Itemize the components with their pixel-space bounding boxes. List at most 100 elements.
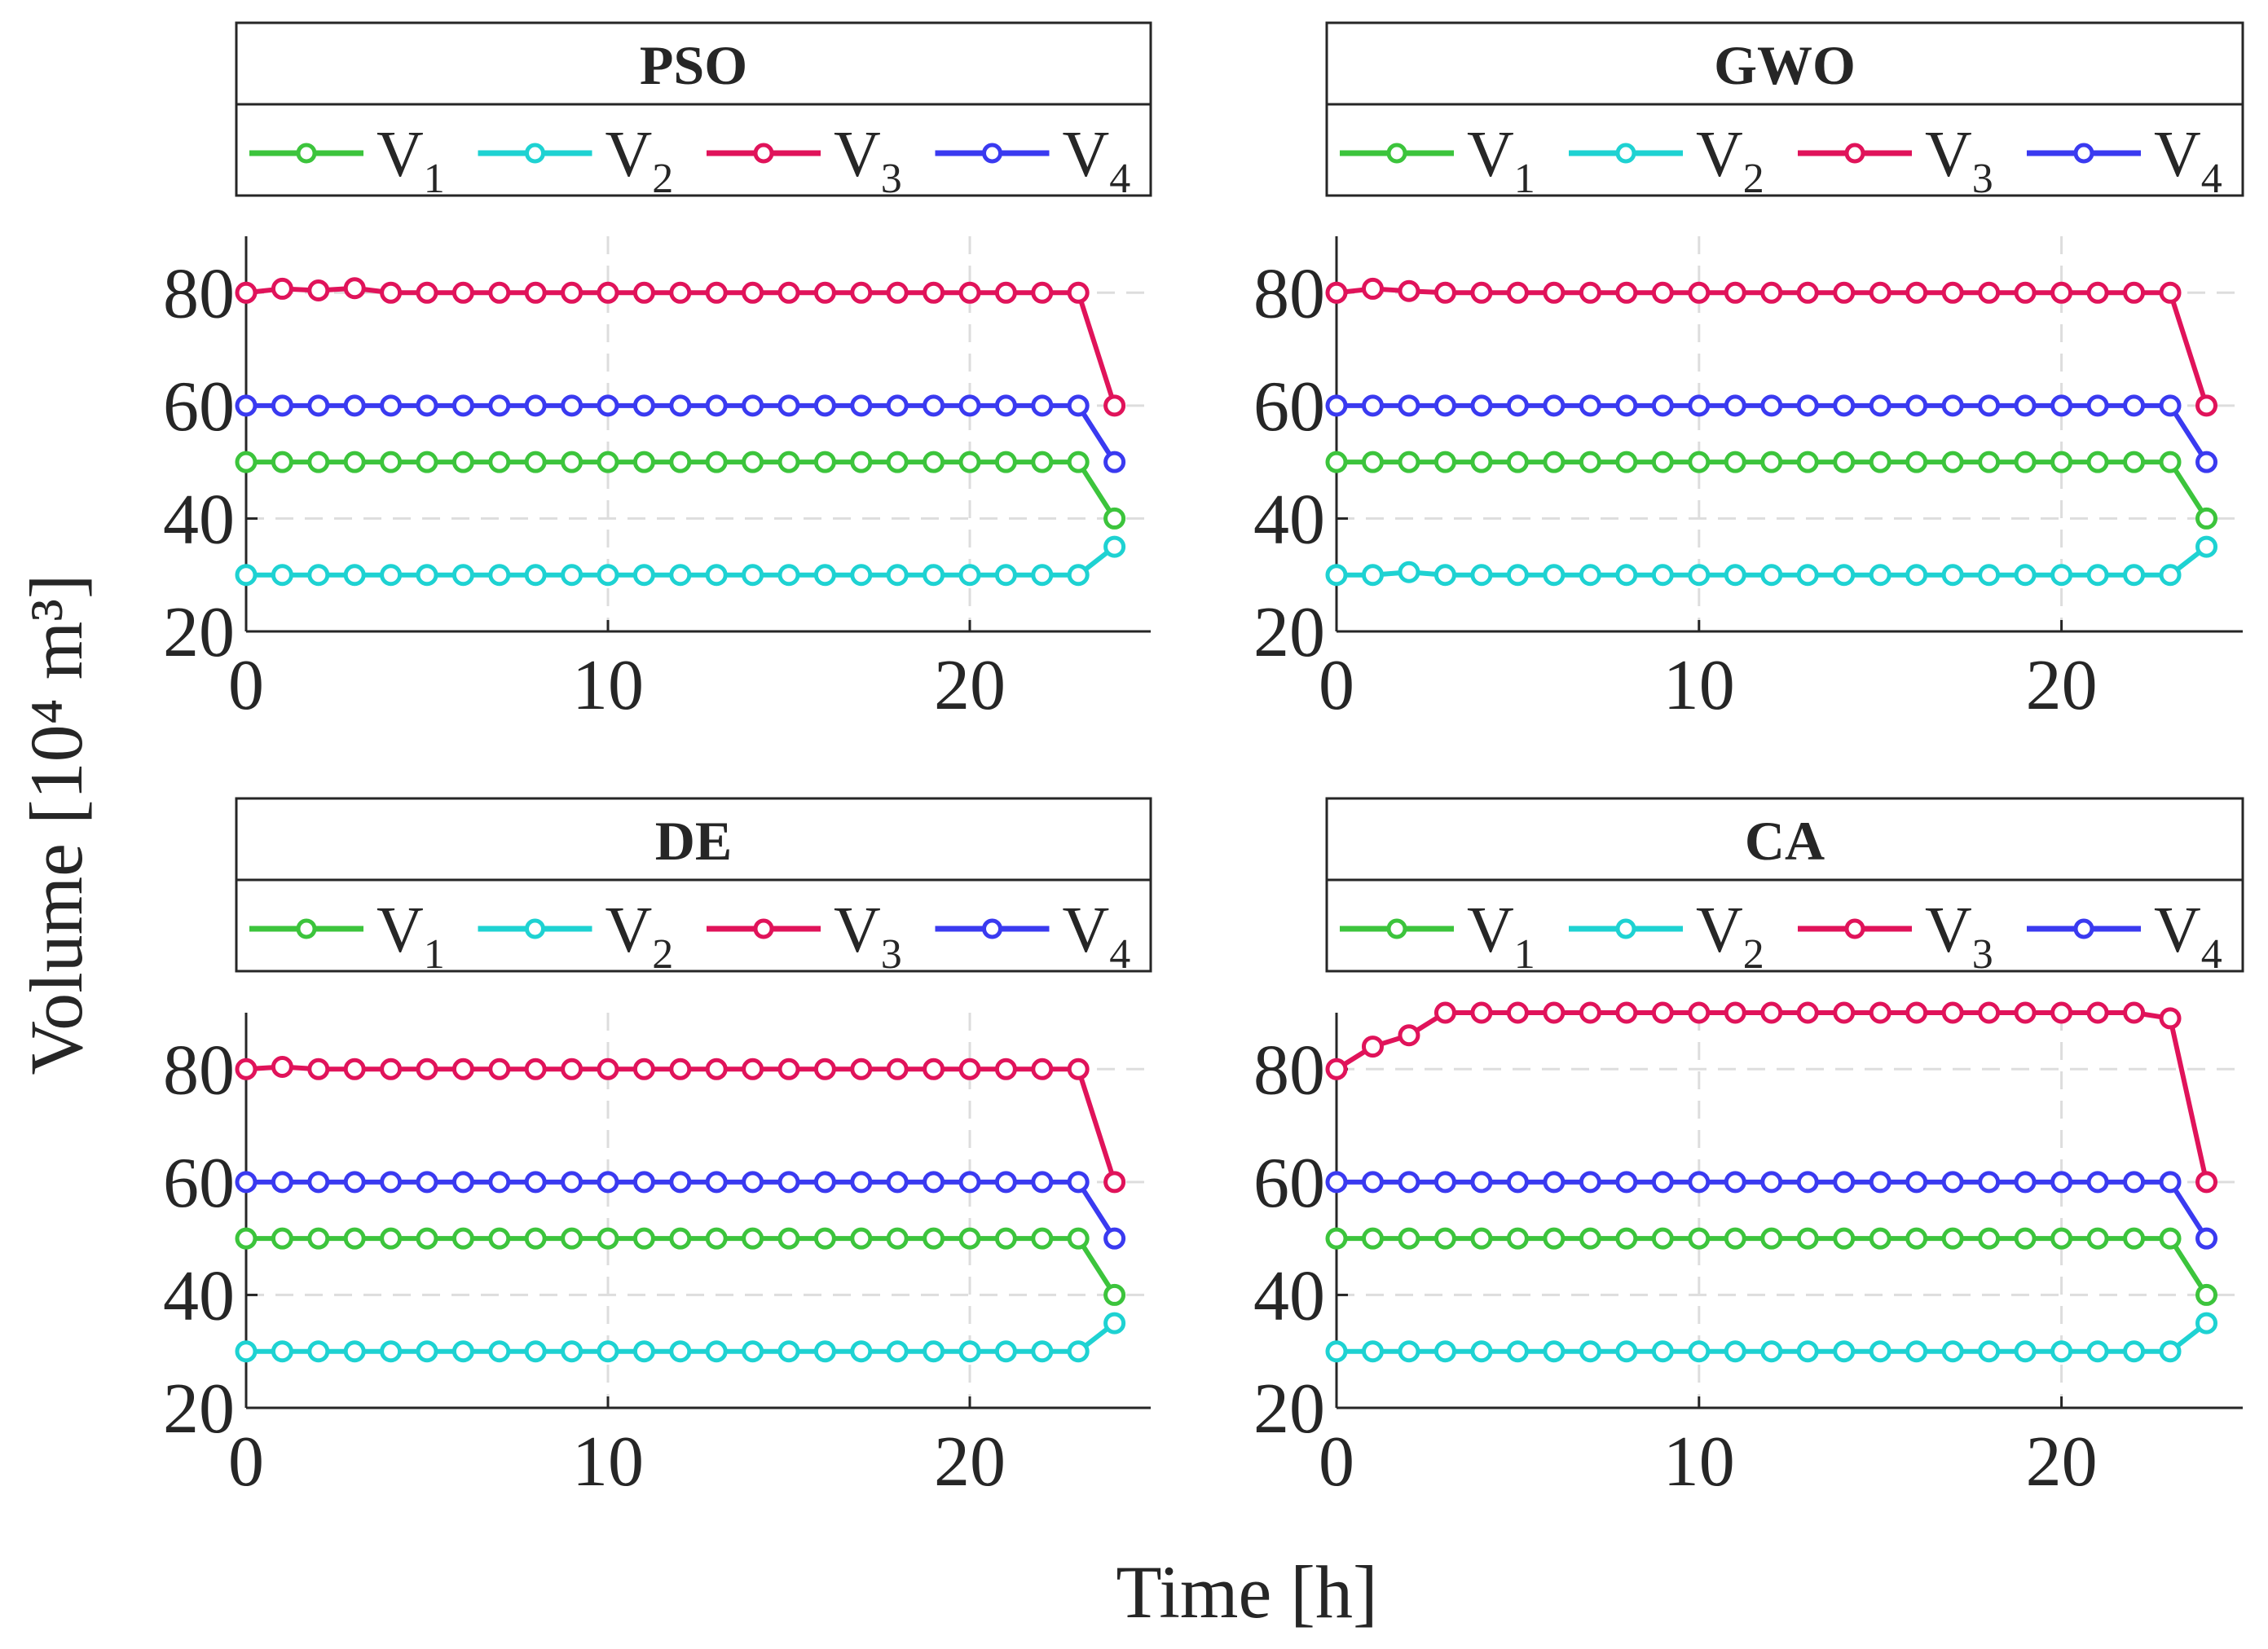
- data-point: [1651, 394, 1674, 417]
- series-v2-pso: [235, 535, 1126, 587]
- data-point: [1615, 564, 1638, 587]
- data-point: [923, 451, 945, 473]
- data-point: [271, 394, 293, 417]
- data-point: [488, 1058, 511, 1080]
- data-point: [343, 1058, 366, 1080]
- data-point: [1688, 451, 1711, 473]
- legend-label: V1: [377, 895, 445, 978]
- data-point: [994, 1171, 1017, 1194]
- data-point: [1978, 1001, 2001, 1024]
- panel-gwo: GWO V1 V2 V3 V4 20 40 60 80 0 10 20: [1253, 21, 2244, 725]
- data-point: [2159, 451, 2182, 473]
- data-point: [597, 281, 619, 304]
- data-point: [1398, 451, 1420, 473]
- data-point: [705, 1227, 728, 1250]
- data-point: [1398, 279, 1420, 302]
- data-point: [235, 1227, 258, 1250]
- legend-marker-swatch: [2073, 918, 2094, 939]
- data-point: [488, 1171, 511, 1194]
- data-point: [705, 394, 728, 417]
- data-point: [1833, 564, 1856, 587]
- legend-label: V2: [606, 895, 674, 978]
- data-point: [994, 394, 1017, 417]
- data-point: [958, 394, 981, 417]
- data-point: [1796, 394, 1819, 417]
- data-point: [1760, 394, 1783, 417]
- data-point: [813, 1058, 836, 1080]
- data-point: [235, 1058, 258, 1080]
- data-point: [524, 1227, 547, 1250]
- data-point: [705, 1340, 728, 1363]
- data-point: [742, 281, 764, 304]
- data-point: [235, 281, 258, 304]
- data-point: [1688, 1227, 1711, 1250]
- series-v4-de: [235, 1171, 1126, 1250]
- data-point: [1543, 1171, 1566, 1194]
- legend-marker-swatch: [753, 143, 774, 164]
- legend-entry-v2: V2: [478, 895, 674, 978]
- data-point: [850, 1227, 873, 1250]
- data-point: [2159, 1227, 2182, 1250]
- y-tick-label: 60: [163, 367, 235, 446]
- legend-label: V2: [606, 119, 674, 202]
- data-point: [2123, 394, 2146, 417]
- data-point: [2159, 1340, 2182, 1363]
- x-tick-label: 0: [1319, 1423, 1354, 1502]
- data-point: [632, 1340, 655, 1363]
- data-point: [632, 564, 655, 587]
- data-point: [1796, 1171, 1819, 1194]
- data-point: [994, 1340, 1017, 1363]
- data-point: [561, 1340, 584, 1363]
- data-point: [1543, 394, 1566, 417]
- data-point: [669, 281, 692, 304]
- data-point: [307, 1227, 330, 1250]
- legend-marker-swatch: [982, 143, 1002, 164]
- data-point: [380, 394, 403, 417]
- data-point: [1978, 451, 2001, 473]
- data-point: [850, 564, 873, 587]
- data-point: [1103, 1227, 1126, 1250]
- data-point: [488, 1227, 511, 1250]
- data-point: [597, 1058, 619, 1080]
- data-point: [1615, 451, 1638, 473]
- data-point: [2195, 1227, 2218, 1250]
- legend-marker-swatch: [525, 143, 545, 164]
- data-point: [1651, 451, 1674, 473]
- data-point: [307, 564, 330, 587]
- data-point: [561, 1171, 584, 1194]
- data-point: [1103, 1312, 1126, 1335]
- panel-ca: CA V1 V2 V3 V4 20 40 60 80 0 10 20: [1253, 797, 2244, 1502]
- data-point: [2014, 394, 2037, 417]
- y-tick-label: 60: [163, 1144, 235, 1223]
- data-point: [416, 564, 438, 587]
- data-point: [488, 1340, 511, 1363]
- data-point: [1470, 281, 1493, 304]
- data-point: [1506, 1340, 1529, 1363]
- data-point: [1796, 1227, 1819, 1250]
- data-point: [742, 1227, 764, 1250]
- y-tick-label: 60: [1253, 1144, 1325, 1223]
- legend-box-gwo: [1325, 21, 2244, 197]
- data-point: [1651, 1171, 1674, 1194]
- data-point: [2014, 1001, 2037, 1024]
- series-line: [1336, 286, 2209, 407]
- data-point: [1325, 281, 1348, 304]
- data-point: [1506, 1171, 1529, 1194]
- data-point: [669, 1227, 692, 1250]
- data-point: [1833, 1227, 1856, 1250]
- data-point: [1869, 281, 1891, 304]
- data-point: [307, 279, 330, 302]
- legend-entry-v1: V1: [249, 119, 445, 202]
- data-point: [850, 281, 873, 304]
- series-v2-gwo: [1325, 535, 2218, 587]
- data-point: [1905, 1340, 1928, 1363]
- data-point: [994, 564, 1017, 587]
- data-point: [1688, 394, 1711, 417]
- series-v4-gwo: [1325, 394, 2218, 473]
- panel-title-gwo: GWO: [1714, 34, 1856, 96]
- data-point: [1031, 564, 1054, 587]
- data-point: [1833, 451, 1856, 473]
- data-point: [958, 1227, 981, 1250]
- data-point: [380, 564, 403, 587]
- data-point: [777, 1171, 800, 1194]
